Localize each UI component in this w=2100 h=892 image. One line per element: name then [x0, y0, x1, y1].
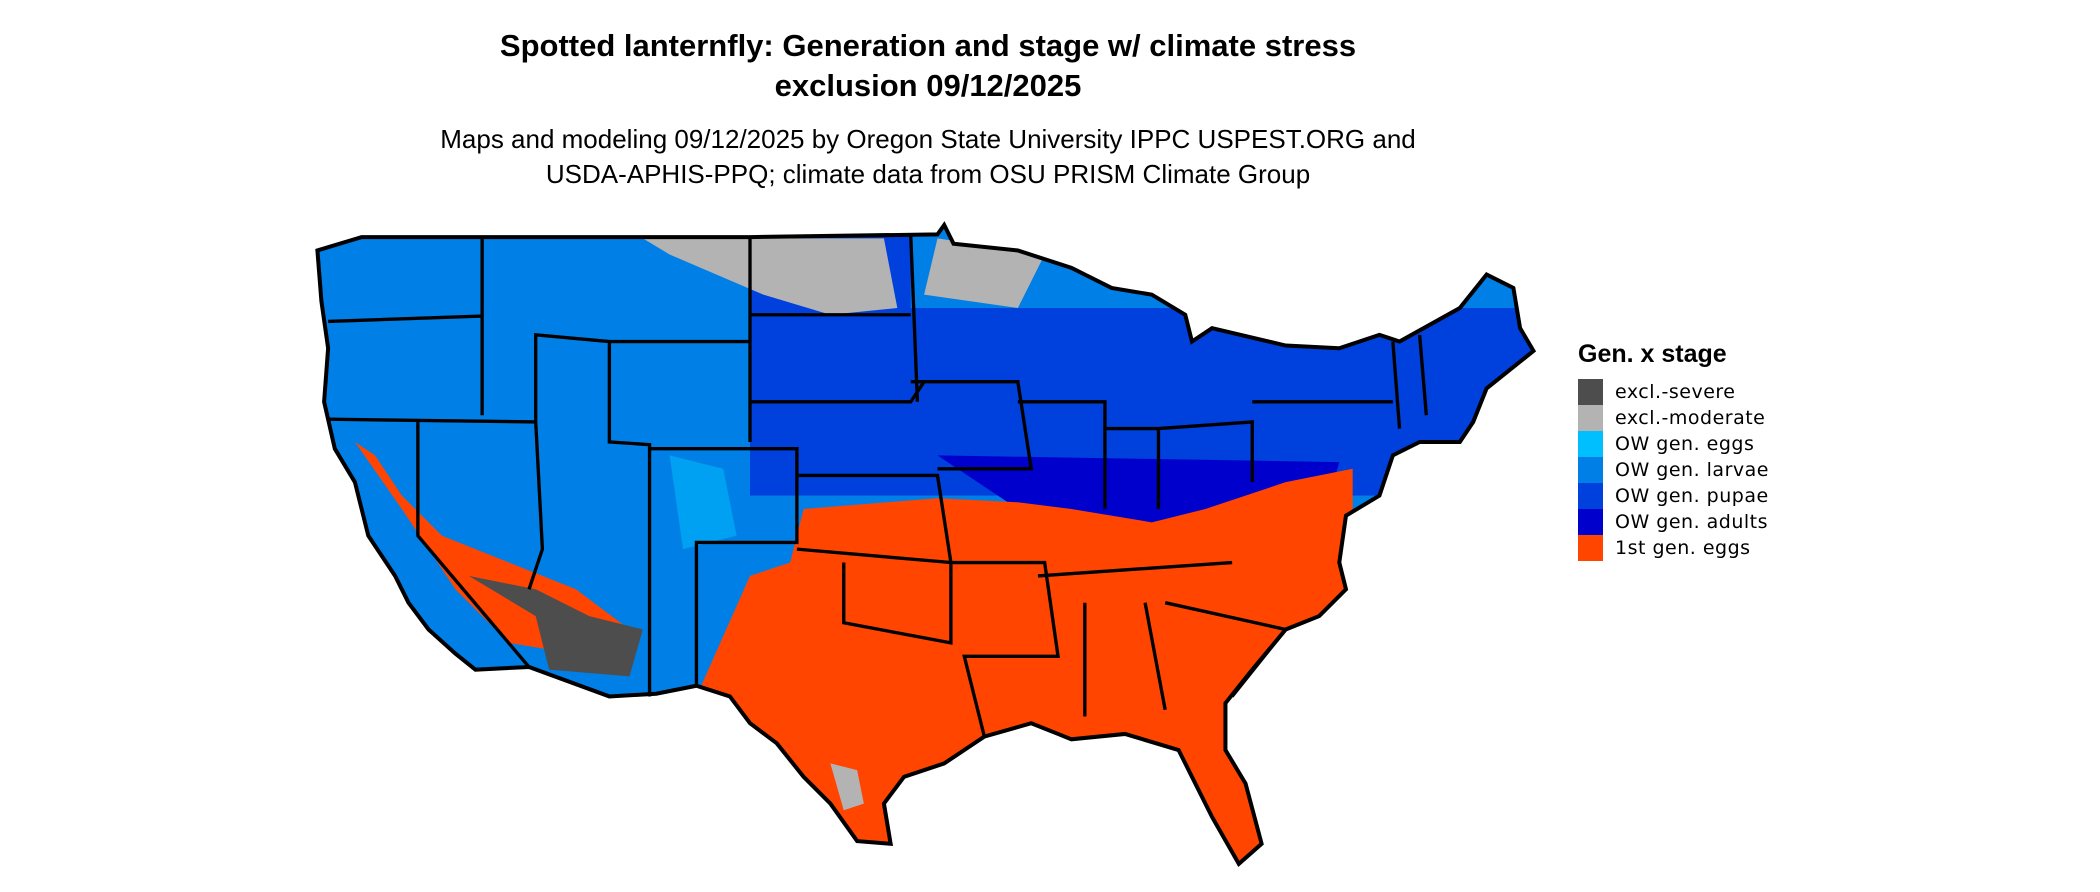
legend-label: OW gen. adults — [1615, 511, 1769, 533]
legend-swatch — [1578, 431, 1603, 457]
legend-label: excl.-moderate — [1615, 407, 1766, 429]
legend-item-ow-adults: OW gen. adults — [1578, 509, 1769, 535]
legend-item-excl-severe: excl.-severe — [1578, 379, 1769, 405]
legend-item-ow-eggs: OW gen. eggs — [1578, 431, 1769, 457]
legend-title: Gen. x stage — [1578, 340, 1727, 368]
legend-item-ow-larvae: OW gen. larvae — [1578, 457, 1769, 483]
legend: Gen. x stage excl.-severe excl.-moderate… — [1578, 340, 1769, 561]
state-borders — [328, 234, 1429, 738]
legend-item-1st-gen-eggs: 1st gen. eggs — [1578, 535, 1769, 561]
legend-swatch — [1578, 405, 1603, 431]
map-subtitle-line1: Maps and modeling 09/12/2025 by Oregon S… — [440, 124, 1416, 154]
legend-label: OW gen. eggs — [1615, 433, 1755, 455]
region-excl-moderate-mn — [924, 238, 1045, 309]
legend-swatch — [1578, 483, 1603, 509]
map-subtitle-line2: USDA-APHIS-PPQ; climate data from OSU PR… — [545, 159, 1311, 189]
region-ow-eggs — [669, 455, 737, 550]
legend-swatch — [1578, 379, 1603, 405]
map-title-line2: exclusion 09/12/2025 — [774, 68, 1082, 103]
legend-label: 1st gen. eggs — [1615, 537, 1751, 559]
legend-item-excl-moderate: excl.-moderate — [1578, 405, 1769, 431]
region-excl-moderate-north — [642, 238, 898, 315]
legend-label: OW gen. larvae — [1615, 459, 1769, 481]
legend-label: excl.-severe — [1615, 381, 1736, 403]
legend-swatch — [1578, 509, 1603, 535]
map-title-line1: Spotted lanternfly: Generation and stage… — [499, 28, 1357, 63]
region-excl-severe — [468, 575, 643, 677]
legend-swatch — [1578, 457, 1603, 483]
legend-swatch — [1578, 535, 1603, 561]
legend-label: OW gen. pupae — [1615, 485, 1769, 507]
legend-item-ow-pupae: OW gen. pupae — [1578, 483, 1769, 509]
region-excl-moderate-tx — [830, 763, 864, 811]
